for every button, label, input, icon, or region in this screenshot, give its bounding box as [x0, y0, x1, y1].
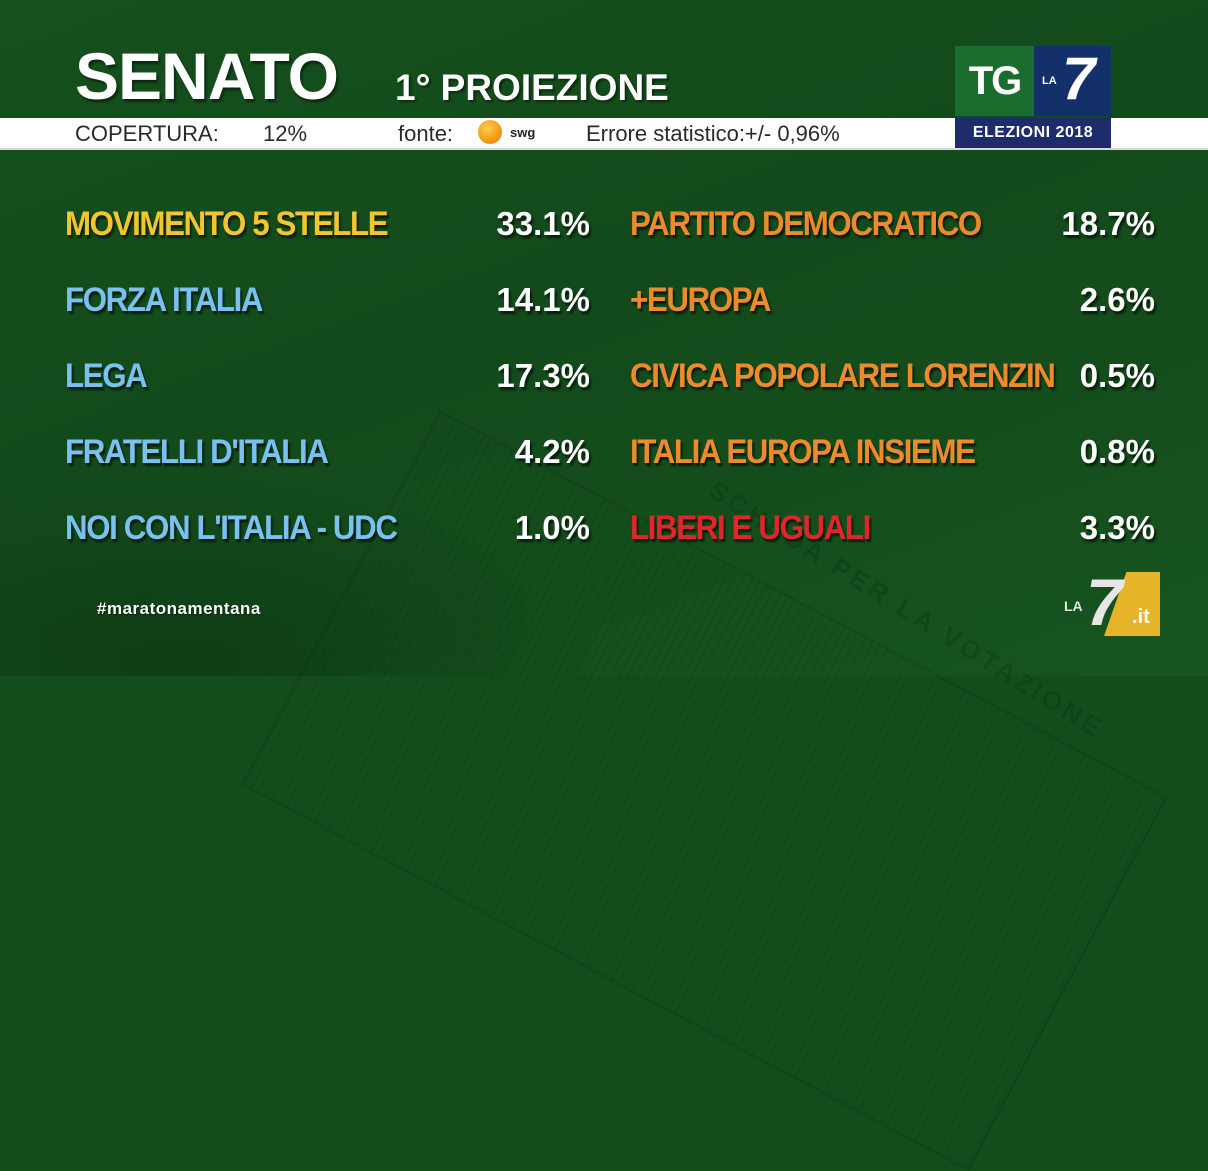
party-name: +EUROPA — [630, 281, 771, 319]
hashtag: #maratonamentana — [97, 599, 261, 618]
watermark-seven: 7 — [1086, 565, 1123, 639]
party-percentage: 33.1% — [496, 205, 590, 242]
coverage-value: 12% — [263, 121, 308, 146]
watermark-la: LA — [1064, 598, 1083, 614]
party-name: LEGA — [65, 357, 148, 395]
party-percentage: 0.8% — [1079, 433, 1155, 470]
party-percentage: 1.0% — [514, 509, 590, 546]
party-percentage: 3.3% — [1079, 509, 1155, 546]
party-percentage: 4.2% — [514, 433, 590, 470]
party-name: NOI CON L'ITALIA - UDC — [65, 509, 398, 547]
logo-seven: 7 — [1062, 45, 1096, 112]
party-name: MOVIMENTO 5 STELLE — [65, 205, 389, 243]
party-name: CIVICA POPOLARE LORENZIN — [630, 357, 1056, 395]
tg-la7-logo: TG LA 7 — [955, 45, 1111, 116]
party-name: FORZA ITALIA — [65, 281, 264, 319]
la7-it-watermark: LA 7 .it — [1062, 565, 1162, 639]
party-percentage: 18.7% — [1061, 205, 1155, 242]
page-title: SENATO — [75, 39, 339, 113]
party-percentage: 0.5% — [1079, 357, 1155, 394]
logo-la7: LA 7 — [1034, 45, 1111, 116]
logo-tg: TG — [955, 46, 1034, 116]
party-percentage: 17.3% — [496, 357, 590, 394]
swg-logo-icon — [478, 120, 502, 144]
watermark-it: .it — [1132, 606, 1150, 628]
source-name: swg — [510, 125, 536, 140]
party-percentage: 14.1% — [496, 281, 590, 318]
statistical-error: Errore statistico:+/- 0,96% — [586, 121, 840, 146]
page-subtitle: 1° PROIEZIONE — [395, 67, 669, 108]
logo-la-text: LA — [1042, 75, 1057, 87]
party-name: ITALIA EUROPA INSIEME — [630, 433, 976, 471]
party-name: FRATELLI D'ITALIA — [65, 433, 329, 471]
elections-badge: ELEZIONI 2018 — [955, 118, 1111, 148]
source-label: fonte: — [398, 121, 454, 146]
coverage-label: COPERTURA: — [75, 121, 219, 146]
party-name: PARTITO DEMOCRATICO — [630, 205, 982, 243]
party-name: LIBERI E UGUALI — [630, 509, 871, 547]
party-percentage: 2.6% — [1079, 281, 1155, 318]
